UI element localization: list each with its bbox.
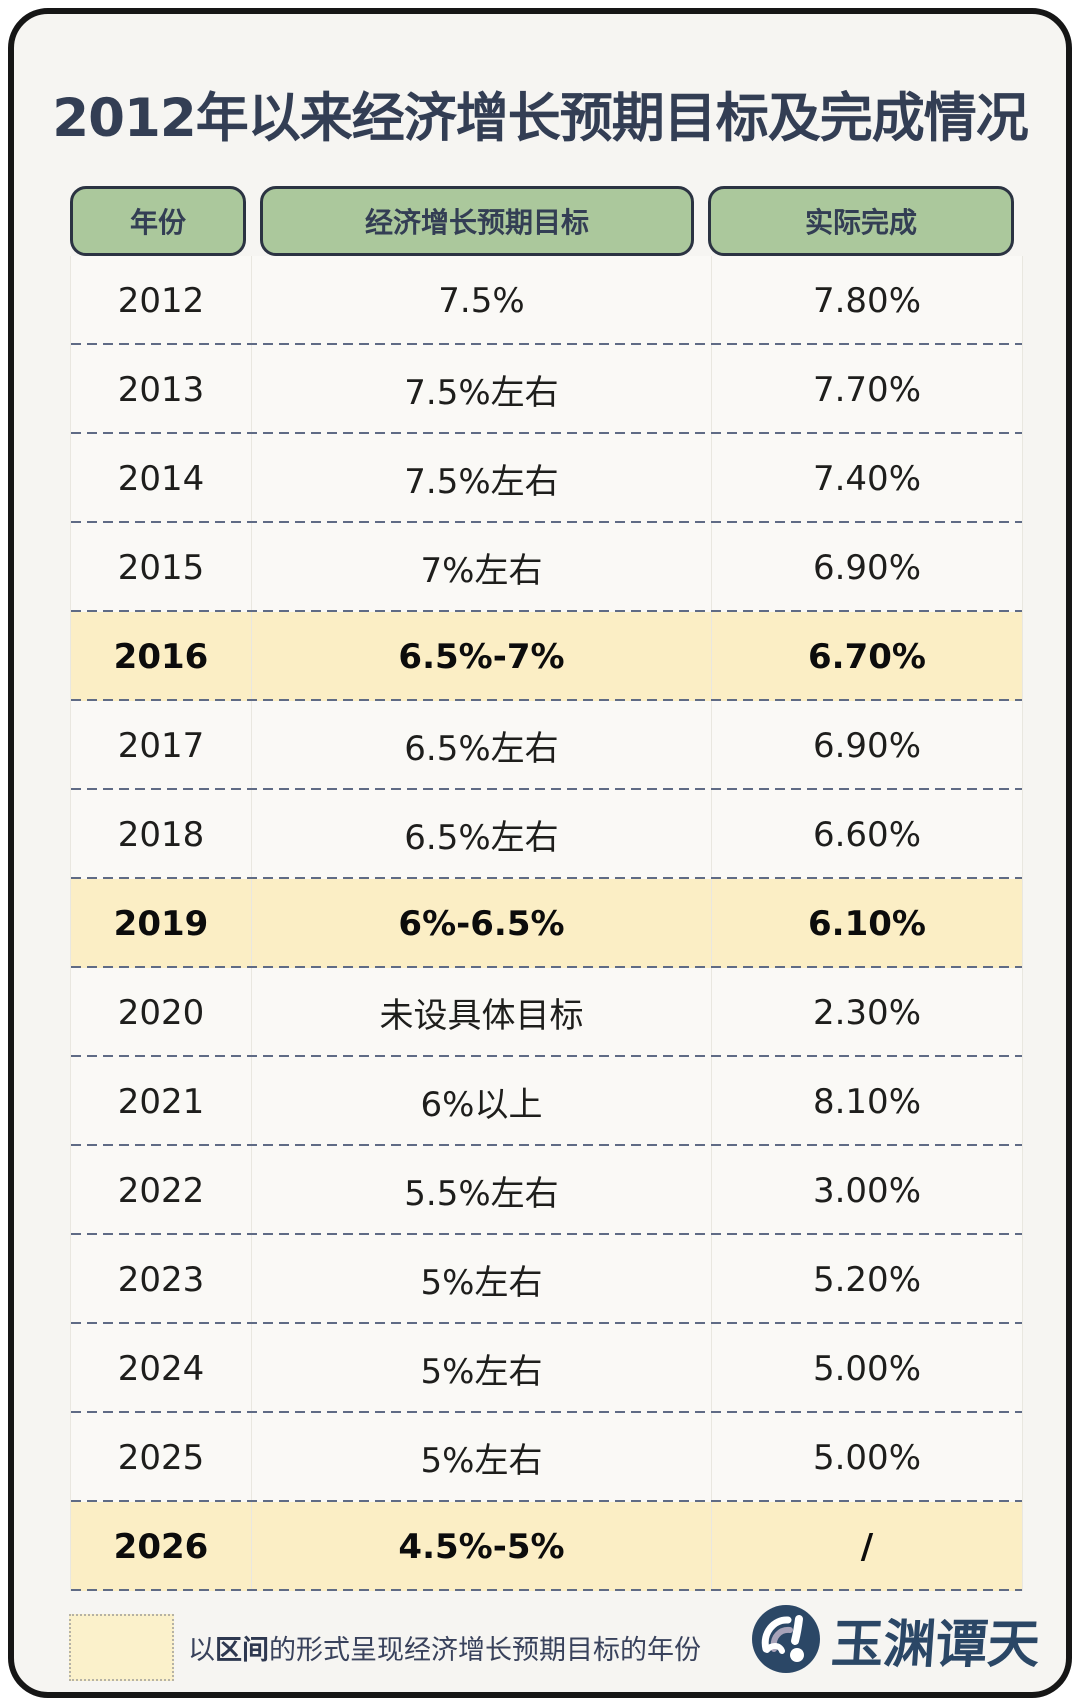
legend-text-emphasis: 区间	[215, 1635, 269, 1666]
legend-text-suffix: 的形式呈现经济增长预期目标的年份	[269, 1635, 701, 1666]
page-title: 2012年以来经济增长预期目标及完成情况	[52, 88, 1029, 149]
table-row-2022: 2022 5.5%左右 3.00%	[71, 1146, 1022, 1235]
table-row-2018: 2018 6.5%左右 6.60%	[71, 790, 1022, 879]
year-cell: 2020	[71, 968, 252, 1057]
actual-cell: 5.00%	[812, 1437, 921, 1478]
column-header-year: 年份	[70, 186, 246, 256]
column-header-target: 经济增长预期目标	[260, 186, 694, 256]
target-cell: 5%左右	[252, 1235, 712, 1324]
actual-cell: 7.70%	[812, 369, 921, 410]
data-table: 2012 7.5% 7.80% 2013 7.5%左右 7.70% 2014 7…	[70, 256, 1023, 1591]
actual-cell: 7.80%	[812, 280, 921, 321]
table-row-2026-highlighted: 2026 4.5%-5% /	[71, 1502, 1022, 1591]
table-row-2017: 2017 6.5%左右 6.90%	[71, 701, 1022, 790]
target-cell: 6.5%左右	[252, 790, 712, 879]
legend-swatch	[69, 1614, 174, 1681]
year-cell: 2018	[71, 790, 252, 879]
actual-cell: 5.00%	[812, 1348, 921, 1389]
legend-text: 以区间的形式呈现经济增长预期目标的年份	[188, 1628, 701, 1667]
target-cell: 6.5%左右	[252, 701, 712, 790]
logo-wordmark: 玉渊谭天	[829, 1614, 1042, 1675]
actual-cell: 7.40%	[812, 458, 921, 499]
actual-cell: 6.90%	[812, 725, 921, 766]
logo-swirl-icon	[752, 1605, 820, 1673]
year-cell: 2015	[71, 523, 252, 612]
actual-cell: 6.60%	[812, 814, 921, 855]
year-cell: 2017	[71, 701, 252, 790]
target-cell: 4.5%-5%	[252, 1502, 712, 1591]
table-row-2014: 2014 7.5%左右 7.40%	[71, 434, 1022, 523]
actual-cell: 2.30%	[812, 992, 921, 1033]
actual-cell: 3.00%	[812, 1170, 921, 1211]
legend: 以区间的形式呈现经济增长预期目标的年份	[69, 1614, 701, 1681]
table-row-2024: 2024 5%左右 5.00%	[71, 1324, 1022, 1413]
actual-cell: 5.20%	[812, 1259, 921, 1300]
table-row-2025: 2025 5%左右 5.00%	[71, 1413, 1022, 1502]
year-cell: 2016	[71, 612, 252, 701]
year-cell: 2026	[71, 1502, 252, 1591]
actual-cell: 6.70%	[808, 636, 926, 677]
target-cell: 7.5%左右	[252, 434, 712, 523]
table-row-2012: 2012 7.5% 7.80%	[71, 256, 1022, 345]
legend-text-prefix: 以	[188, 1635, 215, 1666]
year-cell: 2024	[71, 1324, 252, 1413]
actual-cell: /	[860, 1526, 874, 1567]
actual-cell: 6.10%	[808, 903, 926, 944]
table-row-2020: 2020 未设具体目标 2.30%	[71, 968, 1022, 1057]
target-cell: 7.5%左右	[252, 345, 712, 434]
table-header-row: 年份 经济增长预期目标 实际完成	[70, 186, 1014, 256]
year-cell: 2013	[71, 345, 252, 434]
year-cell: 2021	[71, 1057, 252, 1146]
target-cell: 7%左右	[252, 523, 712, 612]
target-cell: 5%左右	[252, 1413, 712, 1502]
target-cell: 6%-6.5%	[252, 879, 712, 968]
target-cell: 7.5%	[252, 256, 712, 345]
target-cell: 6%以上	[252, 1057, 712, 1146]
target-cell: 5.5%左右	[252, 1146, 712, 1235]
target-cell: 未设具体目标	[252, 968, 712, 1057]
table-row-2016-highlighted: 2016 6.5%-7% 6.70%	[71, 612, 1022, 701]
table-row-2023: 2023 5%左右 5.20%	[71, 1235, 1022, 1324]
brand-logo: 玉渊谭天	[750, 1600, 1042, 1678]
column-header-actual: 实际完成	[708, 186, 1014, 256]
page-card: 2012年以来经济增长预期目标及完成情况 年份 经济增长预期目标 实际完成 20…	[8, 8, 1072, 1698]
year-cell: 2019	[71, 879, 252, 968]
target-cell: 6.5%-7%	[252, 612, 712, 701]
year-cell: 2025	[71, 1413, 252, 1502]
year-cell: 2023	[71, 1235, 252, 1324]
year-cell: 2012	[71, 256, 252, 345]
actual-cell: 8.10%	[812, 1081, 921, 1122]
year-cell: 2022	[71, 1146, 252, 1235]
year-cell: 2014	[71, 434, 252, 523]
target-cell: 5%左右	[252, 1324, 712, 1413]
table-row-2013: 2013 7.5%左右 7.70%	[71, 345, 1022, 434]
table-row-2021: 2021 6%以上 8.10%	[71, 1057, 1022, 1146]
table-row-2019-highlighted: 2019 6%-6.5% 6.10%	[71, 879, 1022, 968]
table-row-2015: 2015 7%左右 6.90%	[71, 523, 1022, 612]
actual-cell: 6.90%	[812, 547, 921, 588]
